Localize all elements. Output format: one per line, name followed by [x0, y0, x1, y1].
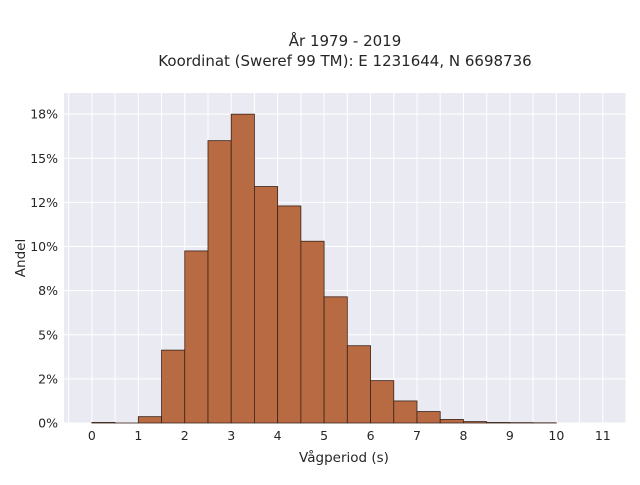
y-tick-label: 15% — [30, 151, 58, 166]
histogram-bar — [185, 251, 208, 423]
x-tick-label: 3 — [227, 428, 235, 443]
histogram-bar — [92, 422, 115, 423]
histogram-bar — [278, 206, 301, 423]
y-tick-label: 0% — [38, 416, 58, 431]
x-tick-label: 0 — [88, 428, 96, 443]
histogram-bar — [231, 114, 254, 423]
x-tick-label: 7 — [413, 428, 421, 443]
histogram-bar — [162, 350, 185, 423]
histogram-bar — [487, 422, 510, 423]
x-tick-label: 5 — [320, 428, 328, 443]
histogram-bar — [208, 141, 231, 423]
y-tick-labels: 0% 2% 5% 8% 10% 12% 15% 18% — [30, 107, 58, 431]
y-tick-label: 10% — [30, 239, 58, 254]
x-tick-label: 6 — [367, 428, 375, 443]
histogram-bar — [138, 417, 161, 423]
histogram-bar — [324, 297, 347, 423]
x-tick-labels: 0 1 2 3 4 5 6 7 8 9 10 11 — [88, 428, 611, 443]
histogram-bar — [254, 187, 277, 423]
x-tick-label: 10 — [548, 428, 564, 443]
y-tick-label: 18% — [30, 107, 58, 122]
y-tick-label: 5% — [38, 327, 58, 342]
x-tick-label: 11 — [595, 428, 611, 443]
histogram-bar — [463, 422, 486, 423]
chart-title-line-1: År 1979 - 2019 — [289, 31, 402, 50]
histogram-bar — [417, 412, 440, 423]
x-tick-label: 2 — [181, 428, 189, 443]
histogram-bar — [347, 346, 370, 423]
y-tick-label: 12% — [30, 195, 58, 210]
x-tick-label: 1 — [134, 428, 142, 443]
y-axis-label: Andel — [13, 239, 29, 277]
histogram-bar — [371, 381, 394, 423]
x-tick-label: 4 — [274, 428, 282, 443]
x-axis-label: Vågperiod (s) — [299, 449, 389, 466]
histogram-bar — [440, 419, 463, 423]
chart-title-line-2: Koordinat (Sweref 99 TM): E 1231644, N 6… — [158, 52, 531, 70]
y-tick-label: 8% — [38, 283, 58, 298]
y-tick-label: 2% — [38, 371, 58, 386]
histogram-bar — [301, 241, 324, 423]
x-tick-label: 9 — [506, 428, 514, 443]
histogram-bar — [394, 401, 417, 423]
x-tick-label: 8 — [459, 428, 467, 443]
